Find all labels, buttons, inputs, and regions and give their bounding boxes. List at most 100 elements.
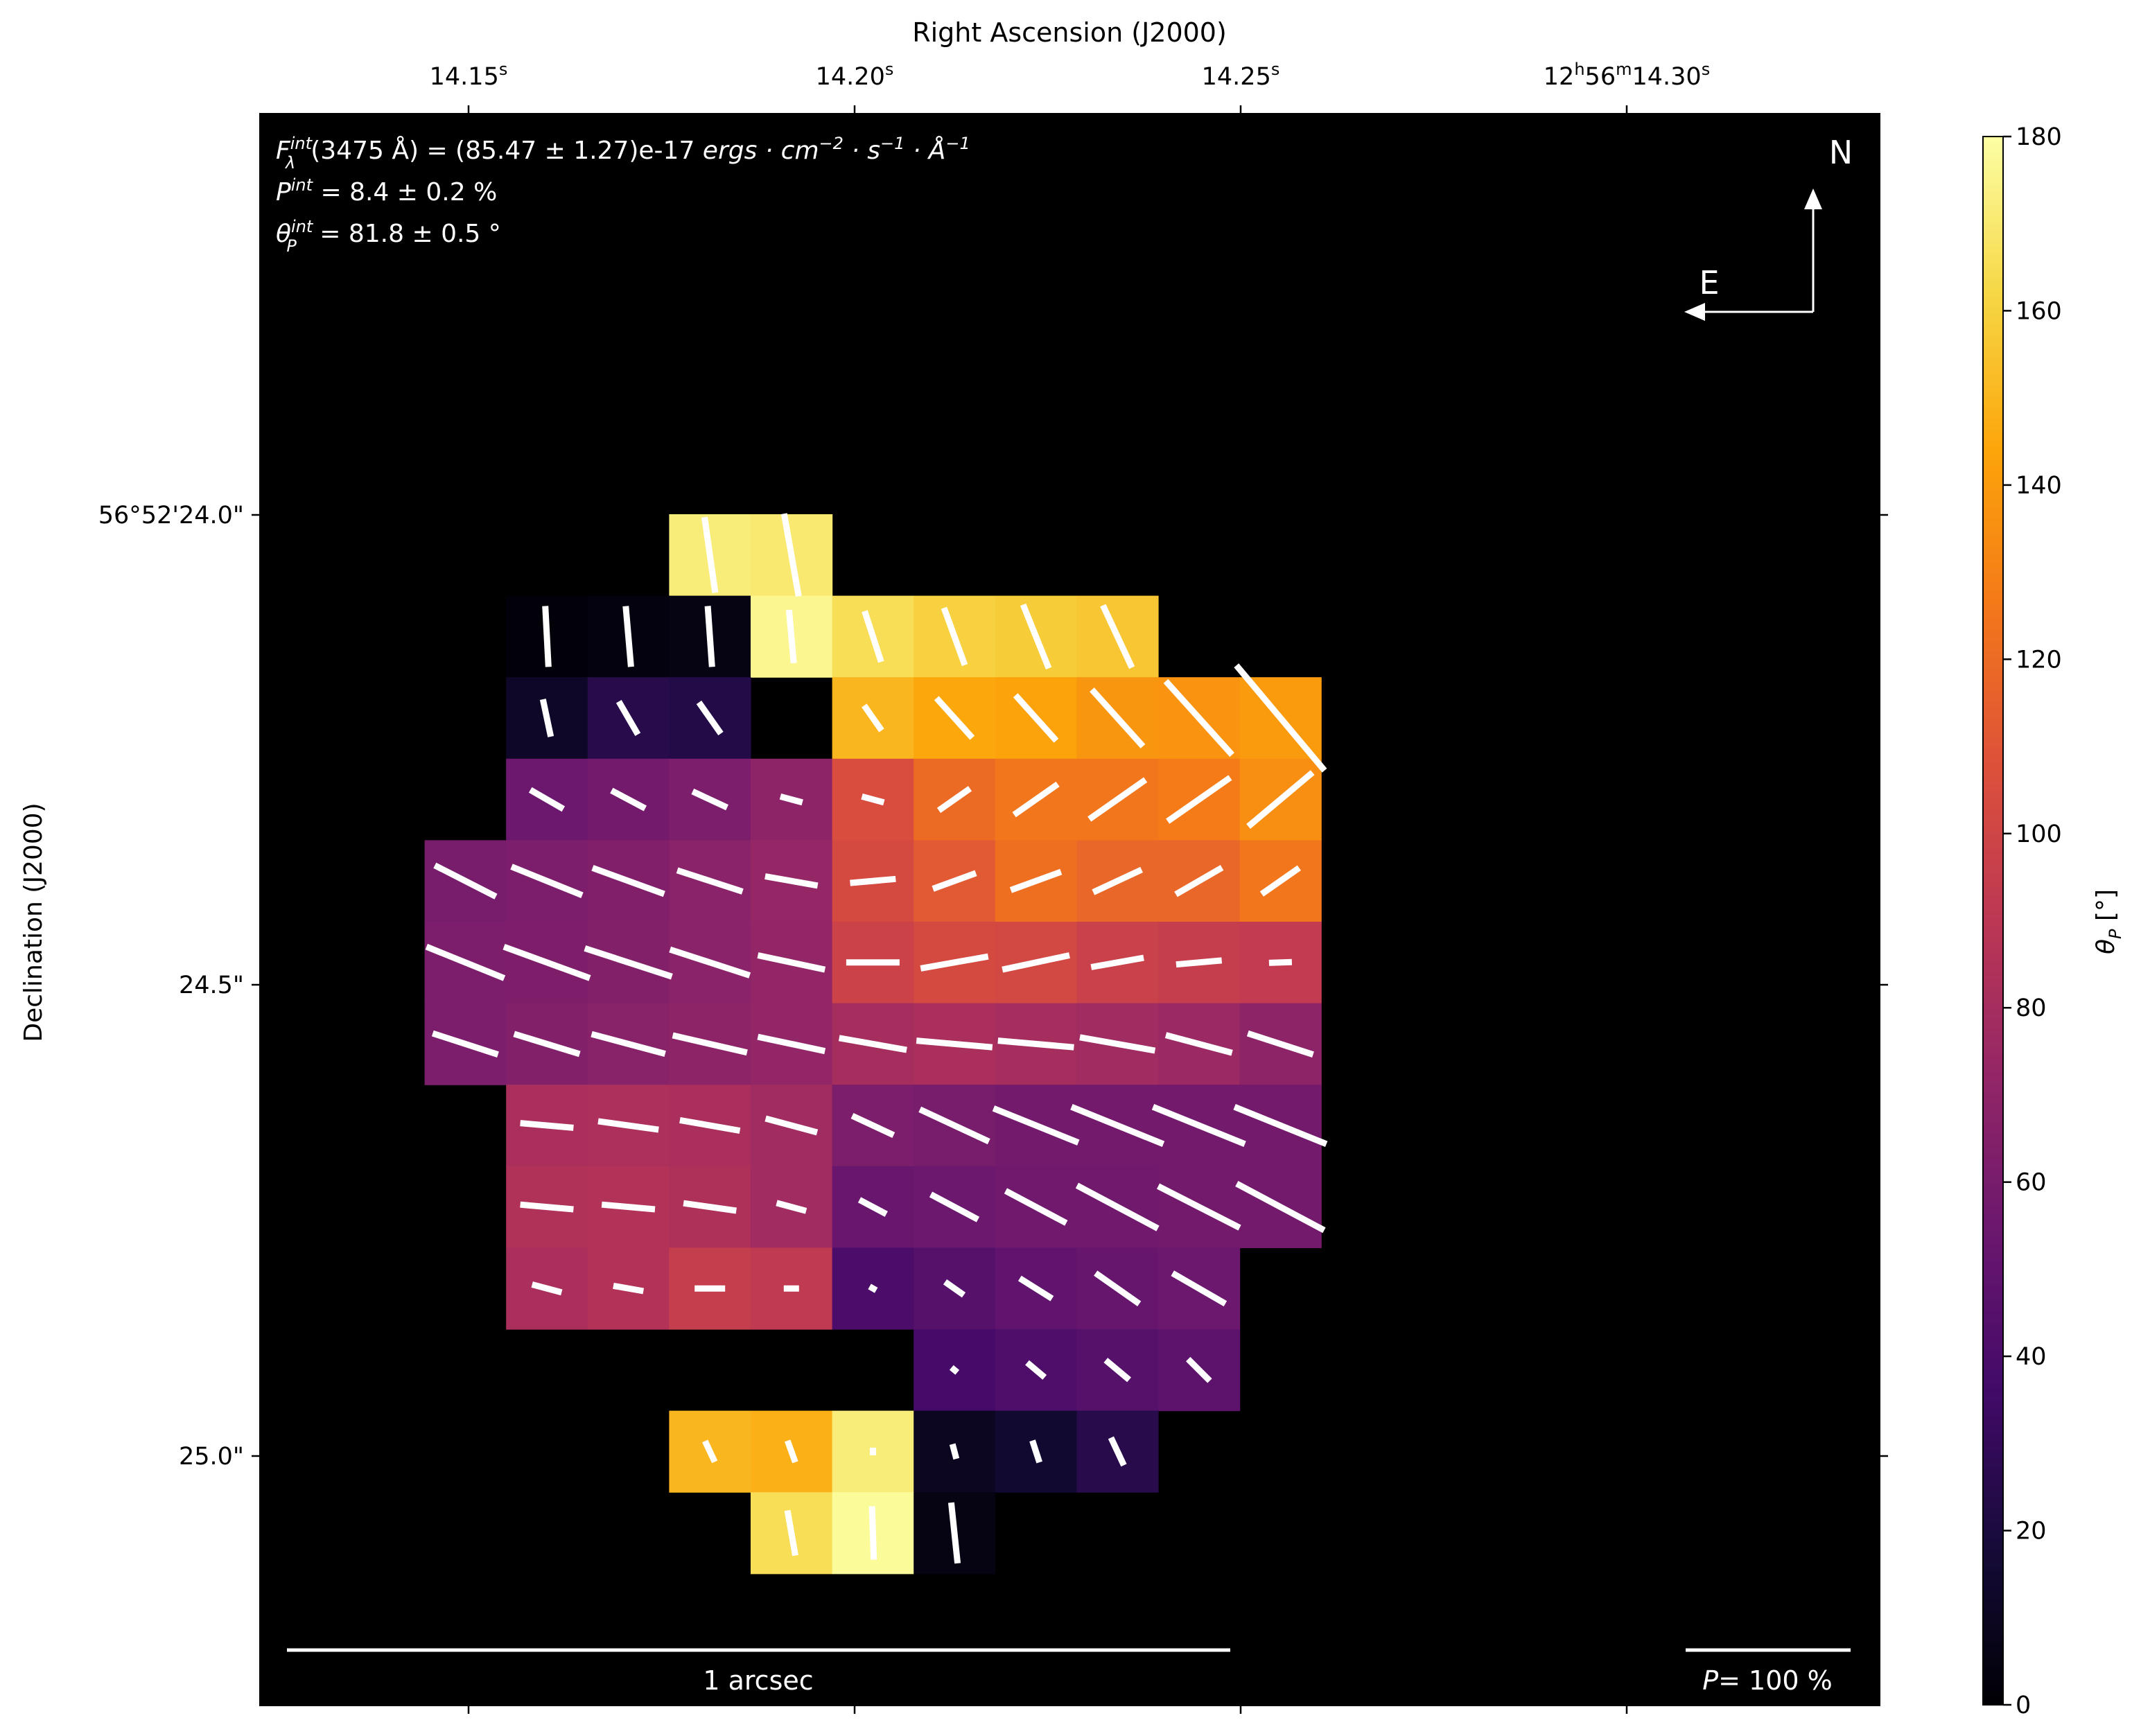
polarization-vector — [1002, 952, 1070, 973]
polarization-vector — [542, 606, 552, 667]
polarization-vector — [916, 1037, 993, 1051]
polarization-vector — [1246, 1030, 1314, 1058]
polarization-vector — [1075, 1182, 1160, 1231]
colorbar: 0 20 40 60 80 100 120 140 160 180 θP [°] — [1982, 123, 2125, 1719]
compass-east-arrowhead — [1684, 303, 1705, 321]
polarization-vector — [1163, 678, 1234, 757]
polarization-vector — [1090, 687, 1146, 748]
polarization-vector — [868, 1506, 877, 1560]
polarization-vector — [1268, 958, 1293, 966]
polarization-vector — [520, 1120, 574, 1131]
polarization-vector — [1259, 865, 1301, 897]
polarization-vector — [1171, 1270, 1227, 1307]
polarization-vector — [784, 1509, 798, 1557]
polarization-vector — [433, 862, 498, 900]
polarization-vector — [528, 787, 566, 812]
polarization-vector — [757, 952, 826, 973]
polarization-vector — [929, 1191, 980, 1222]
x-tick-label-3: 14.25s — [1202, 60, 1280, 91]
polarization-vector — [513, 1031, 581, 1058]
polarization-vector — [764, 1115, 819, 1136]
polarization-vector — [1087, 777, 1148, 822]
compass: N E — [1684, 134, 1853, 321]
polarization-vector — [1012, 781, 1060, 818]
polarization-vector — [1090, 954, 1144, 970]
polarization-vector — [539, 699, 554, 737]
compass-north-arrowhead — [1804, 188, 1822, 209]
polarization-vector — [679, 1116, 741, 1134]
polarization-vector — [1009, 868, 1063, 893]
polarization-vector — [949, 1443, 960, 1460]
x-axis-ticks — [467, 105, 1628, 1714]
polarization-vector — [861, 793, 885, 806]
y-axis-label: Declination (J2000) — [19, 803, 48, 1042]
polarization-vector — [780, 513, 802, 597]
polarization-vector — [1246, 770, 1315, 829]
polarization-vector — [1103, 1358, 1131, 1383]
polarization-vector — [669, 946, 751, 979]
y-tick-label-3: 25.0" — [179, 1443, 244, 1471]
colorbar-tick-label: 140 — [2016, 472, 2062, 500]
polarization-vector — [850, 875, 896, 886]
polarization-vector — [601, 1201, 656, 1213]
polarization-vector — [1092, 866, 1144, 895]
polarization-vector — [932, 870, 977, 892]
polarization-vectors — [425, 513, 1328, 1564]
polarization-vector — [776, 1200, 807, 1214]
polarization-vector — [1235, 1181, 1326, 1234]
polarization-vector — [702, 1439, 718, 1464]
scale-bar-label: 1 arcsec — [703, 1665, 813, 1696]
top-axis-label: Right Ascension (J2000) — [912, 17, 1227, 48]
polarization-vector — [676, 867, 744, 895]
polarization-vector — [1233, 1104, 1328, 1147]
polarization-vector — [1176, 957, 1223, 968]
polarization-vector — [862, 703, 884, 733]
polarization-vector — [683, 1200, 737, 1214]
polarization-vector — [1017, 1275, 1054, 1301]
polarization-vector — [510, 863, 584, 898]
polarization-vector — [934, 696, 975, 740]
polarization-vector — [757, 1033, 826, 1055]
polarization-vector — [997, 1037, 1074, 1051]
polarization-vector — [622, 606, 634, 667]
polarization-vector — [584, 945, 673, 980]
flux-annotation: Fint λ (3475 Å) = (85.47 ± 1.27)e-17 ergs … — [276, 134, 970, 173]
polarization-vector — [610, 787, 647, 812]
polarization-vector — [943, 1279, 966, 1298]
polarization-vector — [941, 606, 968, 667]
colorbar-tick-label: 60 — [2016, 1169, 2047, 1197]
colorbar-tick-label: 80 — [2016, 994, 2047, 1022]
angular-scale-bar: 1 arcsec — [287, 1648, 1230, 1696]
polarization-vector — [1186, 1357, 1212, 1383]
compass-north-label: N — [1829, 134, 1853, 171]
colorbar-tick-label: 160 — [2016, 297, 2062, 325]
polarization-vector — [520, 1201, 574, 1213]
colorbar-tick-label: 180 — [2016, 123, 2062, 151]
polarization-vector — [431, 1030, 499, 1058]
polarization-vector — [672, 1032, 748, 1056]
polarization-vector — [1151, 1104, 1246, 1147]
polarization-vector — [1094, 1270, 1142, 1306]
polarization-vector — [425, 943, 506, 981]
vector-scale: P= 100 % — [1686, 1648, 1851, 1696]
polarization-vector — [1013, 693, 1059, 743]
polarization-vector — [784, 1439, 798, 1464]
polarization-vector — [868, 1283, 878, 1293]
x-tick-label-1: 14.15s — [430, 60, 508, 91]
colorbar-tick-label: 120 — [2016, 646, 2062, 674]
polarization-vector — [920, 953, 989, 972]
polarization-vector — [1164, 1032, 1233, 1056]
polarization-vector — [1166, 775, 1232, 824]
polarization-vector — [1029, 1439, 1042, 1464]
polarization-vector — [503, 943, 591, 981]
polarization-vector — [696, 700, 724, 736]
colorbar-tick-label: 0 — [2016, 1692, 2031, 1719]
colorbar-tick-label: 100 — [2016, 821, 2062, 848]
y-tick-label-2: 24.5" — [179, 972, 244, 999]
polarization-vector — [1079, 1034, 1156, 1054]
polarization-vector — [1070, 1104, 1165, 1147]
colorbar-tick-label: 20 — [2016, 1518, 2047, 1545]
polarization-vector — [779, 793, 803, 806]
colorbar-bar — [1982, 136, 2004, 1706]
